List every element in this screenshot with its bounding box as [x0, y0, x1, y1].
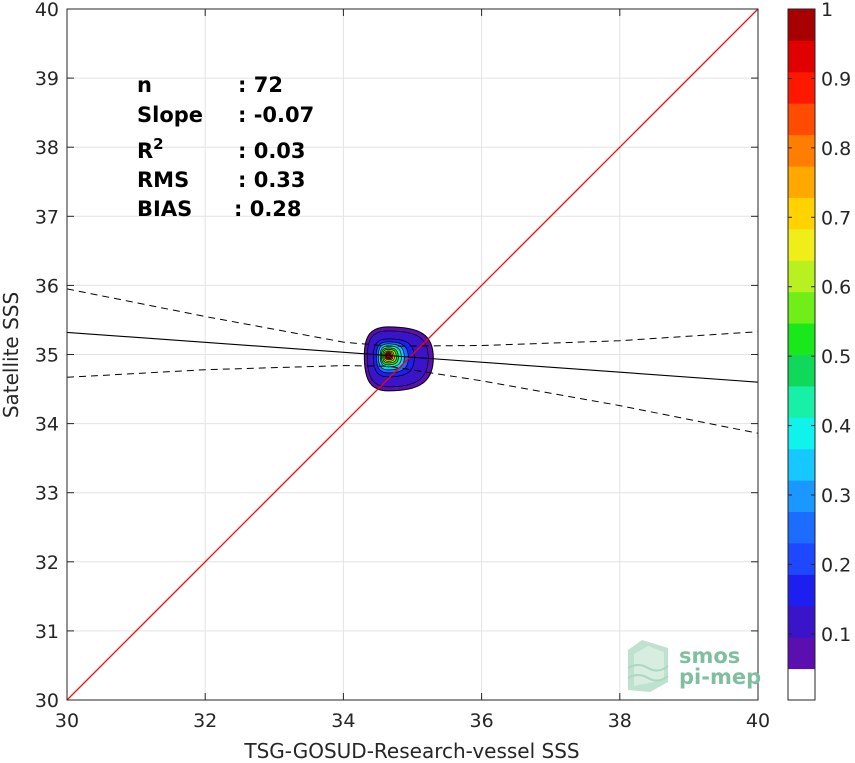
- y-axis: 30 31 32 33 34 35 36 37 38 39 40: [35, 0, 758, 712]
- colorbar: 0.1 0.2 0.3 0.4 0.5 0.6 0.7 0.8 0.9 1: [787, 0, 851, 701]
- colorbar-frame: [787, 8, 816, 701]
- fit-lines: [67, 9, 758, 700]
- colorbar-segment: [788, 134, 815, 167]
- colorbar-tick-label: 0.4: [821, 416, 851, 438]
- x-tick-label: 30: [55, 710, 79, 732]
- colorbar-tick-label: 0.7: [821, 207, 851, 229]
- colorbar-segment: [788, 323, 815, 355]
- x-tick-label: 34: [331, 710, 355, 732]
- y-tick-label: 33: [35, 483, 59, 505]
- y-tick-label: 30: [35, 690, 59, 712]
- stats-box: n : 72 Slope : -0.07 R2 : 0.03 RMS : 0.33 BIAS : …: [137, 73, 314, 221]
- colorbar-segment: [788, 668, 815, 701]
- stat-value: : 0.03: [238, 139, 306, 163]
- stat-value: : -0.07: [238, 103, 314, 127]
- density-contours: [363, 326, 434, 392]
- colorbar-segment: [788, 511, 815, 544]
- colorbar-segment: [788, 40, 815, 73]
- y-tick-label: 31: [35, 621, 59, 643]
- stat-value: : 0.33: [238, 168, 306, 192]
- colorbar-tick-label: 0.2: [821, 554, 851, 576]
- confidence-lower-line: [67, 365, 758, 434]
- colorbar-segment: [788, 605, 815, 638]
- grid: [67, 9, 758, 700]
- plot-area: [67, 9, 758, 700]
- y-tick-label: 32: [35, 552, 59, 574]
- stat-value: : 0.28: [234, 197, 302, 221]
- regression-line: [67, 331, 758, 383]
- x-tick-label: 38: [608, 710, 632, 732]
- smos-pi-mep-logo: smos pi-mep: [627, 640, 761, 692]
- colorbar-segment: [788, 542, 815, 575]
- colorbar-segment: [788, 71, 815, 104]
- y-tick-label: 38: [35, 137, 59, 159]
- colorbar-segment: [788, 260, 815, 293]
- colorbar-segment: [788, 166, 815, 198]
- colorbar-tick-label: 0.3: [821, 485, 851, 507]
- x-tick-label: 32: [193, 710, 217, 732]
- colorbar-segment: [788, 637, 815, 670]
- stat-label: R2: [137, 135, 164, 163]
- confidence-upper-line: [67, 288, 758, 347]
- logo-line1: smos: [679, 644, 740, 668]
- colorbar-tick-label: 1: [821, 0, 833, 21]
- colorbar-tick-label: 0.6: [821, 277, 851, 299]
- stat-value: : 72: [238, 73, 283, 97]
- colorbar-segment: [788, 228, 815, 261]
- x-tick-label: 36: [470, 710, 494, 732]
- y-tick-label: 36: [35, 275, 59, 297]
- colorbar-segment: [788, 574, 815, 607]
- colorbar-segment: [788, 354, 815, 387]
- y-tick-label: 40: [35, 0, 59, 21]
- stat-label: BIAS: [137, 197, 192, 221]
- colorbar-segment: [788, 197, 815, 230]
- y-tick-label: 37: [35, 206, 59, 228]
- colorbar-segment: [788, 103, 815, 136]
- y-tick-label: 34: [35, 414, 59, 436]
- colorbar-tick-label: 0.1: [821, 624, 851, 646]
- stat-label: n: [137, 73, 152, 97]
- colorbar-segment: [788, 9, 815, 41]
- stat-label: RMS: [137, 168, 189, 192]
- colorbar-segment: [788, 417, 815, 450]
- x-axis-label: TSG-GOSUD-Research-vessel SSS: [243, 739, 579, 763]
- colorbar-tick-label: 0.5: [821, 346, 851, 368]
- y-tick-label: 39: [35, 68, 59, 90]
- colorbar-tick-label: 0.8: [821, 138, 851, 160]
- identity-line: [67, 9, 758, 700]
- y-tick-label: 35: [35, 345, 59, 367]
- stat-label: Slope: [137, 103, 203, 127]
- colorbar-segment: [788, 480, 815, 513]
- x-tick-label: 40: [746, 710, 770, 732]
- colorbar-tick-label: 0.9: [821, 68, 851, 90]
- colorbar-segment: [788, 448, 815, 481]
- colorbar-segment: [788, 385, 815, 418]
- y-axis-label: Satellite SSS: [0, 292, 23, 418]
- colorbar-segment: [788, 291, 815, 324]
- x-axis: 30 32 34 36 38 40: [55, 9, 770, 732]
- logo-line2: pi-mep: [679, 665, 761, 689]
